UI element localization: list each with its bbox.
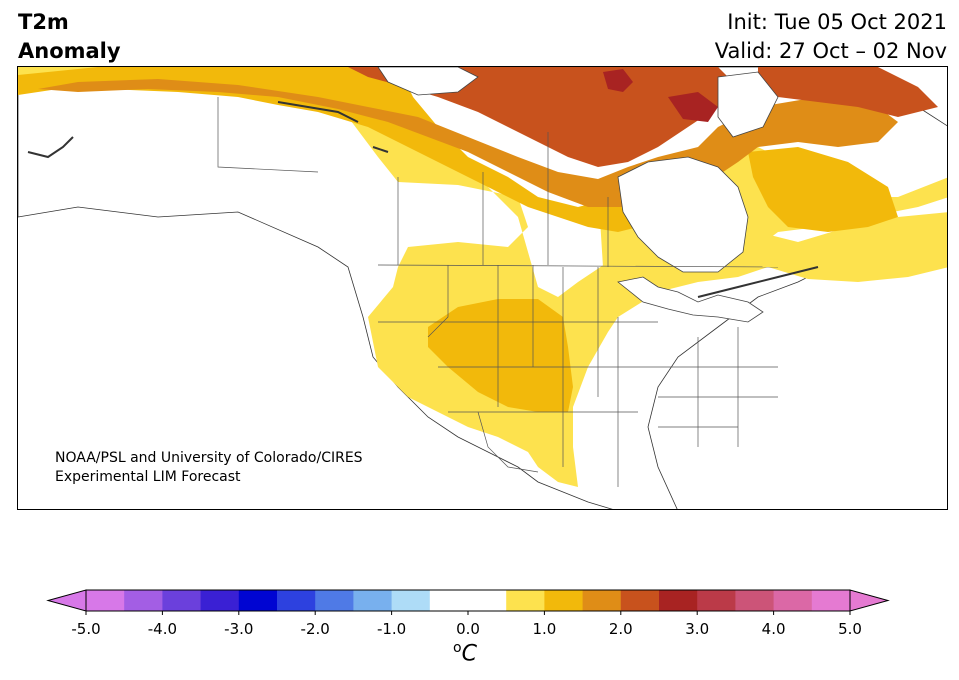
colorbar: -5.0 -4.0 -3.0 -2.0 -1.0 0.0 1.0 2.0 3.0 4.0 5.0	[0, 582, 959, 672]
colorbar-segment	[544, 590, 584, 611]
colorbar-tick-label: -4.0	[148, 620, 177, 638]
colorbar-segment	[468, 590, 507, 611]
title-line-1: T2m	[18, 10, 69, 34]
anomaly-region-1-1.5-east-canada	[748, 147, 898, 232]
baffin-sea	[717, 71, 779, 138]
colorbar-segment	[506, 590, 545, 611]
colorbar-segment	[391, 590, 431, 611]
colorbar-segment	[277, 590, 316, 611]
political-borders	[217, 97, 779, 487]
colorbar-tick-label: -3.0	[224, 620, 253, 638]
anomaly-region-2.5-3-a	[603, 69, 633, 92]
colorbar-tick-label: -2.0	[301, 620, 330, 638]
map-title: T2m Anomaly	[18, 8, 121, 66]
colorbar-tick-label: 0.0	[456, 620, 480, 638]
colorbar-segment	[620, 590, 660, 611]
credit-line-1: NOAA/PSL and University of Colorado/CIRE…	[55, 450, 363, 466]
colorbar-over-extension	[849, 589, 890, 612]
credit-text: NOAA/PSL and University of Colorado/CIRE…	[55, 449, 363, 487]
colorbar-tick-label: -5.0	[71, 620, 100, 638]
anomaly-region-1-1.5-southwest	[428, 299, 573, 412]
anomaly-map-svg	[18, 67, 947, 509]
colorbar-under-extension	[46, 589, 87, 612]
anomaly-region-1-1.5-north	[18, 67, 688, 232]
colorbar-segment	[86, 590, 125, 611]
great-lakes	[617, 276, 764, 323]
colorbar-segment	[582, 590, 622, 611]
colorbar-segment	[238, 590, 278, 611]
colorbar-segment	[429, 590, 469, 611]
colorbar-tick-label: -1.0	[377, 620, 406, 638]
unit-degree: o	[453, 640, 462, 656]
colorbar-segment	[773, 590, 813, 611]
anomaly-map	[17, 66, 948, 510]
colorbar-tick-label: 1.0	[532, 620, 556, 638]
colorbar-segment	[735, 590, 775, 611]
colorbar-tick-label: 3.0	[685, 620, 709, 638]
anomaly-region-2-2.5-east	[758, 67, 938, 117]
valid-date-label: Valid: 27 Oct – 02 Nov	[714, 39, 947, 63]
colorbar-segment	[315, 590, 354, 611]
colorbar-segment	[162, 590, 202, 611]
init-date-label: Init: Tue 05 Oct 2021	[727, 10, 947, 34]
colorbar-tick-label: 5.0	[838, 620, 862, 638]
forecast-dates: Init: Tue 05 Oct 2021 Valid: 27 Oct – 02…	[715, 8, 947, 66]
coastline-highlights	[27, 101, 819, 298]
colorbar-segment	[200, 590, 240, 611]
colorbar-segment	[697, 590, 736, 611]
colorbar-tick-label: 2.0	[609, 620, 633, 638]
arctic-channel	[377, 67, 479, 96]
unit-celsius: C	[461, 641, 477, 667]
colorbar-segment	[811, 590, 851, 611]
title-line-2: Anomaly	[18, 39, 121, 63]
colorbar-segment	[659, 590, 698, 611]
colorbar-tick-label: 4.0	[762, 620, 786, 638]
colorbar-unit: oC	[453, 640, 477, 666]
hudson-bay	[617, 156, 749, 273]
colorbar-segment	[124, 590, 163, 611]
credit-line-2: Experimental LIM Forecast	[55, 469, 241, 485]
anomaly-region-2.5-3-b	[668, 92, 718, 122]
colorbar-svg: -5.0 -4.0 -3.0 -2.0 -1.0 0.0 1.0 2.0 3.0 4.0 5.0	[46, 589, 890, 638]
colorbar-segment	[353, 590, 393, 611]
